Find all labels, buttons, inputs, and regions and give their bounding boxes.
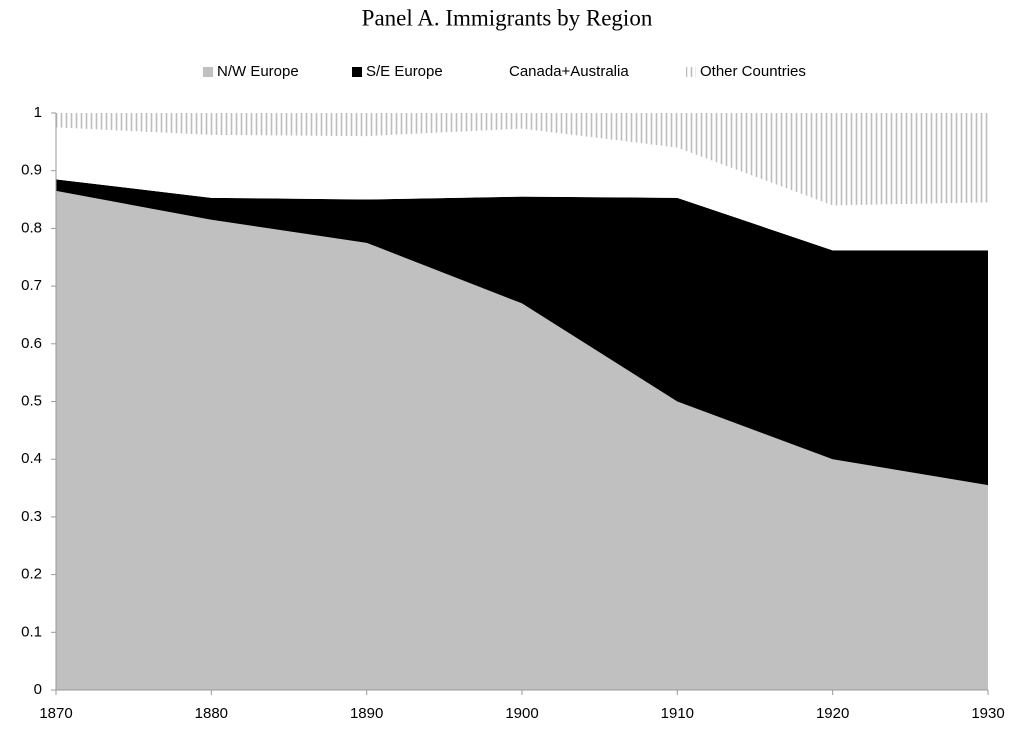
area xyxy=(56,190,988,690)
chart-title: Panel A. Immigrants by Region xyxy=(362,5,653,30)
y-tick-label: 0.5 xyxy=(21,392,42,409)
y-tick-label: 0.4 xyxy=(21,450,42,467)
y-tick-label: 0.6 xyxy=(21,335,42,352)
area xyxy=(56,113,988,206)
y-tick-label: 0.7 xyxy=(21,277,42,294)
y-tick-label: 1 xyxy=(34,104,42,121)
y-tick-label: 0.3 xyxy=(21,508,42,525)
legend-label: Canada+Australia xyxy=(509,63,629,80)
x-tick-label: 1930 xyxy=(971,705,1004,722)
y-tick-label: 0.8 xyxy=(21,219,42,236)
legend-swatch xyxy=(495,67,505,77)
y-tick-label: 0 xyxy=(34,681,42,698)
x-tick-label: 1910 xyxy=(661,705,694,722)
y-tick-label: 0.1 xyxy=(21,623,42,640)
area xyxy=(56,127,988,251)
legend-label: S/E Europe xyxy=(366,63,443,80)
y-tick-label: 0.9 xyxy=(21,162,42,179)
legend-label: Other Countries xyxy=(700,63,806,80)
y-tick-label: 0.2 xyxy=(21,566,42,583)
x-tick-label: 1870 xyxy=(39,705,72,722)
legend-label: N/W Europe xyxy=(217,63,299,80)
x-tick-label: 1900 xyxy=(505,705,538,722)
x-tick-label: 1890 xyxy=(350,705,383,722)
x-tick-label: 1880 xyxy=(195,705,228,722)
x-tick-label: 1920 xyxy=(816,705,849,722)
legend-swatch xyxy=(686,67,696,77)
legend-swatch xyxy=(352,67,362,77)
area xyxy=(56,179,988,486)
legend-swatch xyxy=(203,67,213,77)
